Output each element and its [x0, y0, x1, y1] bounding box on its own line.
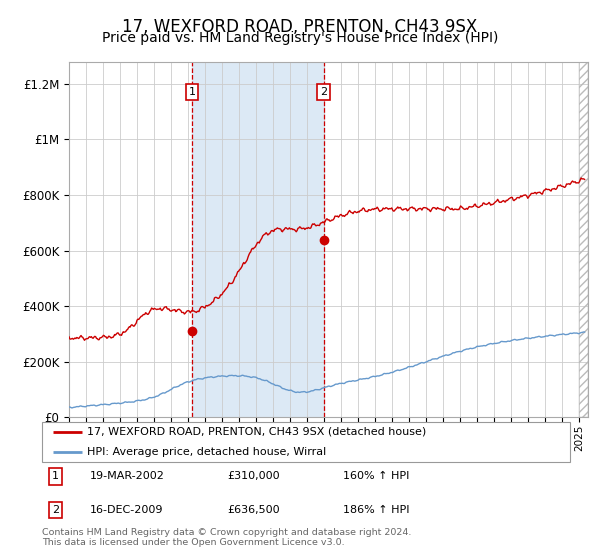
Text: 2: 2 [320, 87, 327, 97]
Text: 160% ↑ HPI: 160% ↑ HPI [343, 472, 409, 482]
Bar [192, 62, 323, 417]
Text: Price paid vs. HM Land Registry's House Price Index (HPI): Price paid vs. HM Land Registry's House … [102, 31, 498, 45]
Text: 186% ↑ HPI: 186% ↑ HPI [343, 505, 409, 515]
Text: 17, WEXFORD ROAD, PRENTON, CH43 9SX (detached house): 17, WEXFORD ROAD, PRENTON, CH43 9SX (det… [87, 427, 426, 437]
Text: Contains HM Land Registry data © Crown copyright and database right 2024.
This d: Contains HM Land Registry data © Crown c… [42, 528, 412, 547]
Text: £310,000: £310,000 [227, 472, 280, 482]
Text: 1: 1 [52, 472, 59, 482]
Text: £636,500: £636,500 [227, 505, 280, 515]
Text: 2: 2 [52, 505, 59, 515]
Text: 1: 1 [188, 87, 196, 97]
Text: 19-MAR-2002: 19-MAR-2002 [89, 472, 164, 482]
Text: 17, WEXFORD ROAD, PRENTON, CH43 9SX: 17, WEXFORD ROAD, PRENTON, CH43 9SX [122, 18, 478, 36]
Text: HPI: Average price, detached house, Wirral: HPI: Average price, detached house, Wirr… [87, 447, 326, 457]
Text: 16-DEC-2009: 16-DEC-2009 [89, 505, 163, 515]
FancyBboxPatch shape [42, 422, 570, 462]
